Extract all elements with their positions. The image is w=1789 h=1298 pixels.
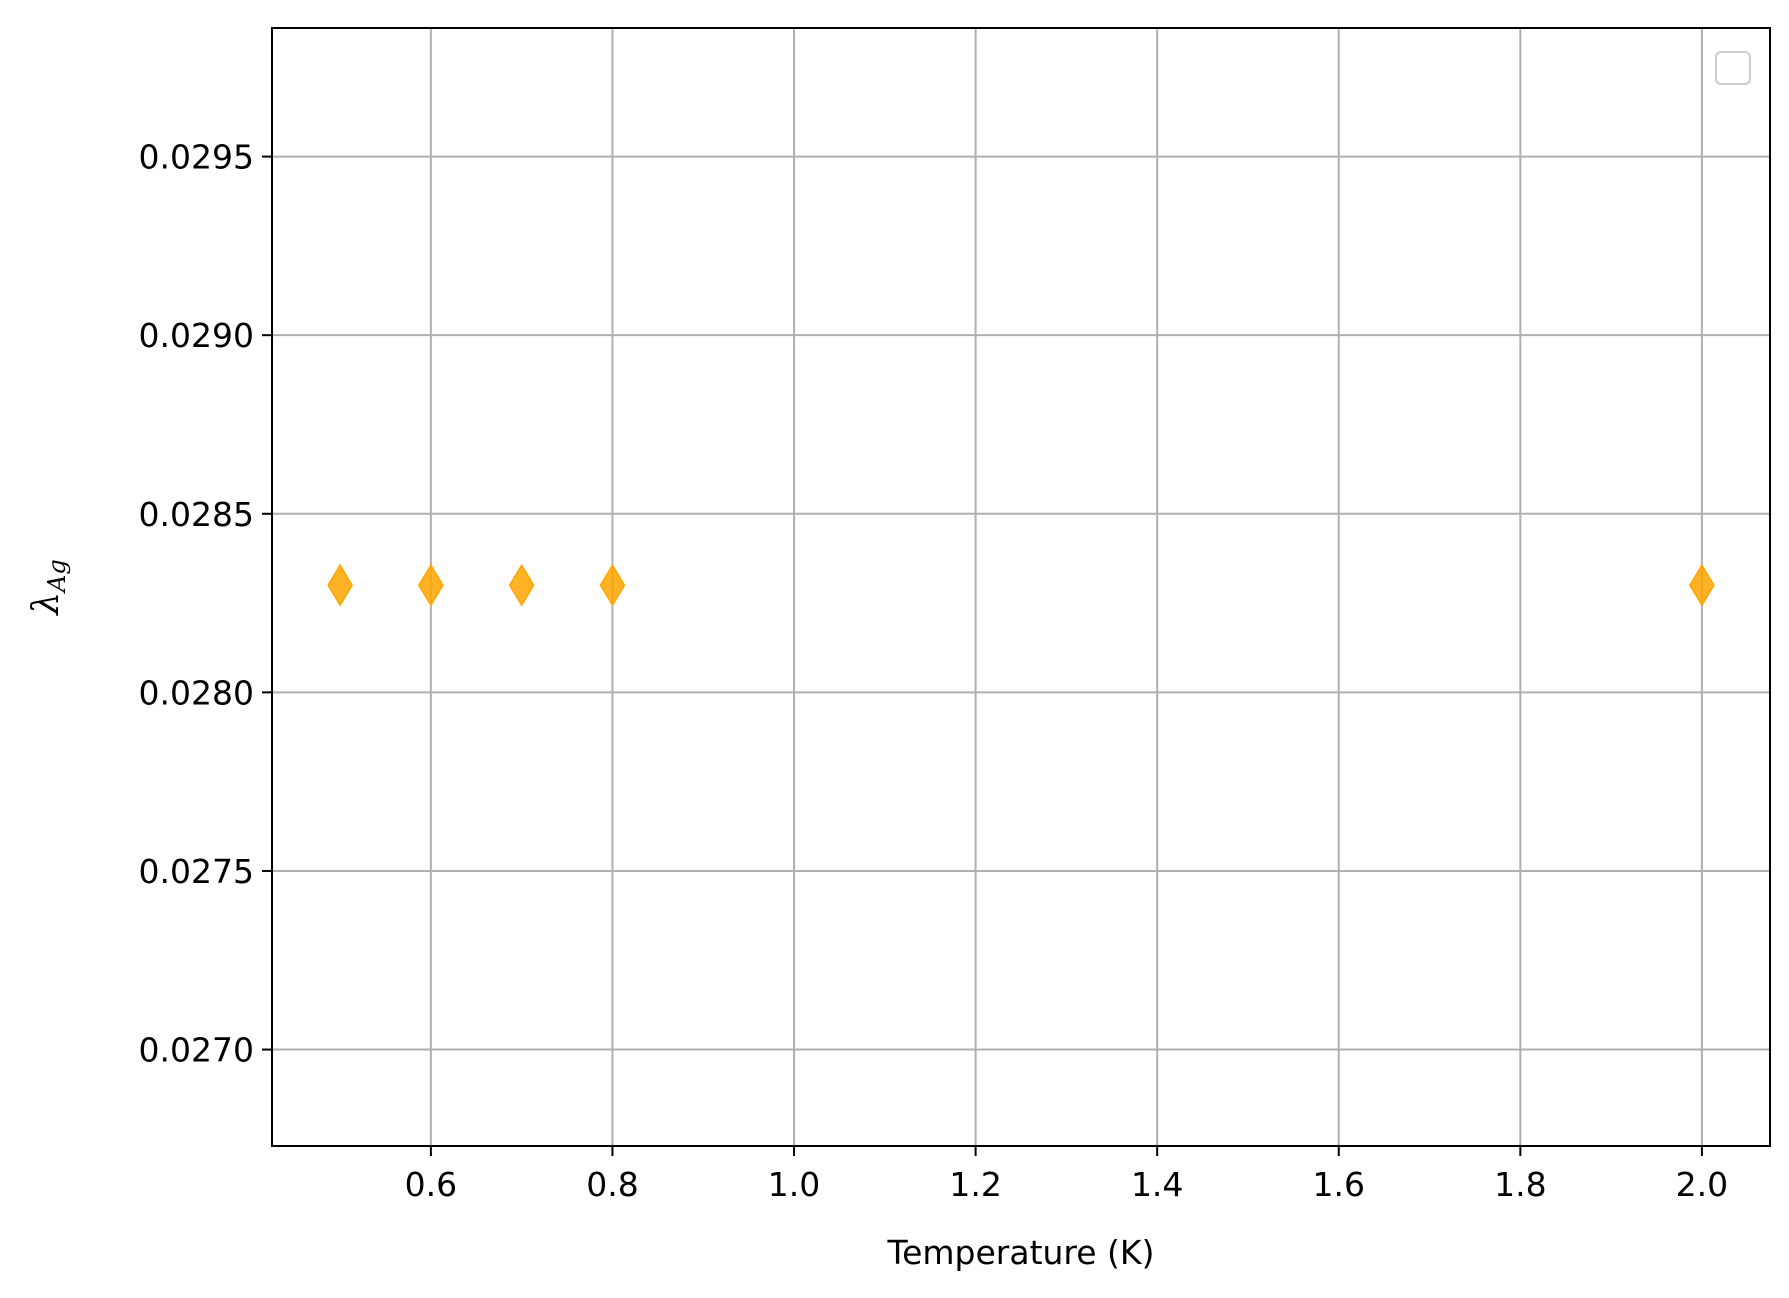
y-tick-label: 0.0275 (139, 852, 254, 891)
y-tick-label: 0.0295 (139, 138, 254, 177)
y-tick-label: 0.0270 (139, 1031, 254, 1070)
x-tick-label: 1.8 (1494, 1165, 1546, 1204)
y-axis-label-subscript: Ag (43, 559, 71, 594)
y-axis-label-main: λ (26, 592, 67, 617)
x-tick-label: 1.0 (768, 1165, 820, 1204)
y-tick-label: 0.0280 (139, 673, 254, 712)
legend (1715, 51, 1751, 85)
x-tick-label: 0.8 (586, 1165, 638, 1204)
data-point (1689, 563, 1715, 607)
data-point (418, 563, 444, 607)
data-point (599, 563, 626, 607)
x-axis-label: Temperature (K) (887, 1233, 1155, 1272)
x-tick-label: 2.0 (1676, 1165, 1728, 1204)
x-tick-label: 1.6 (1313, 1165, 1365, 1204)
data-point (508, 563, 535, 607)
y-tick-label: 0.0285 (139, 495, 254, 534)
scatter-points (327, 563, 1715, 607)
x-tick-label: 1.4 (1131, 1165, 1183, 1204)
legend-box (1715, 51, 1751, 85)
x-tick-label: 1.2 (949, 1165, 1001, 1204)
x-tick-label: 0.6 (405, 1165, 457, 1204)
plot-frame (271, 27, 1771, 1147)
data-point (327, 563, 353, 607)
y-axis-label: λAg (26, 559, 71, 617)
grid (272, 28, 1770, 1146)
axis-ticks: 0.6 0.8 1.0 1.2 1.4 1.6 1.8 2.0 0.0270 0.0275 0.02… (139, 138, 1729, 1204)
y-tick-label: 0.0290 (139, 316, 254, 355)
